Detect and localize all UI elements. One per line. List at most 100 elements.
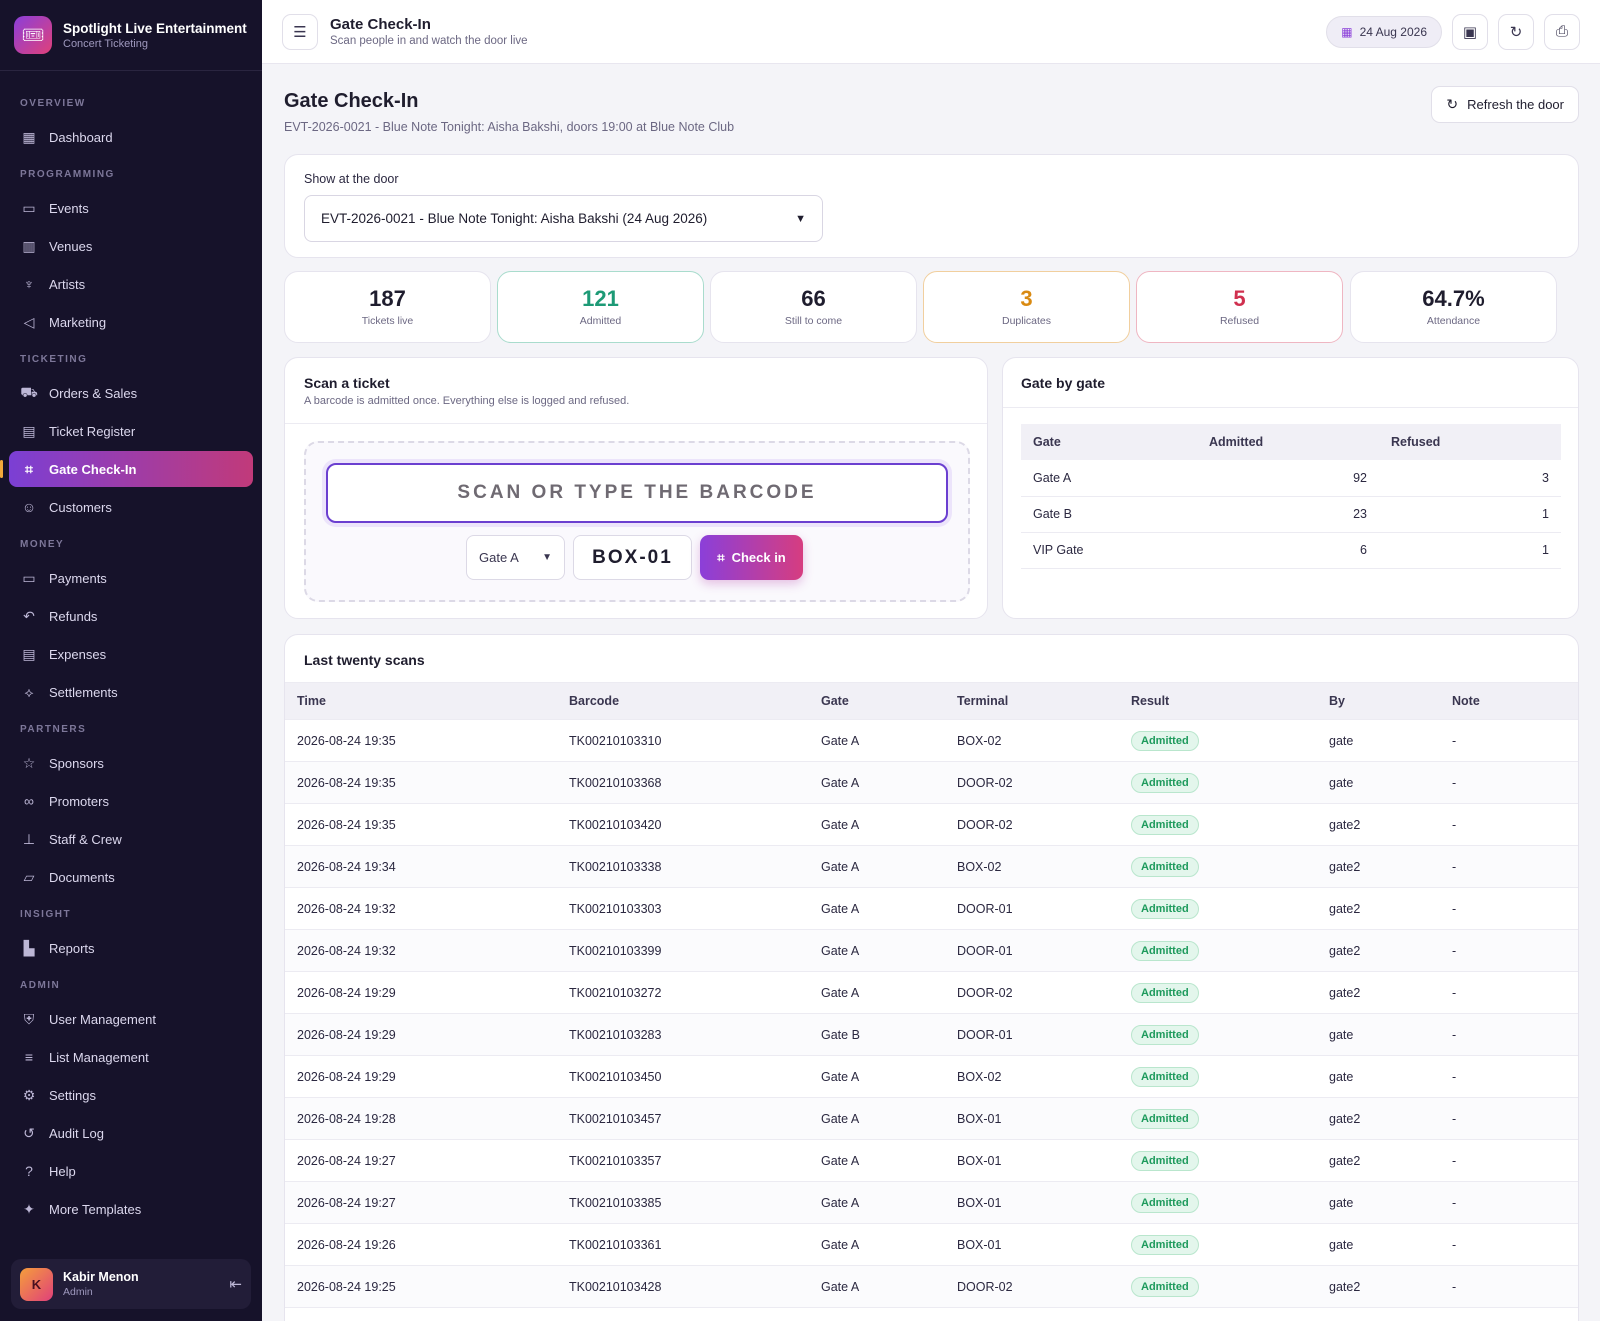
gate-select[interactable]: Gate A ▼ xyxy=(466,535,565,580)
sidebar-item-list-management[interactable]: ≡ List Management xyxy=(9,1039,253,1075)
sidebar-item-documents[interactable]: ▱ Documents xyxy=(9,859,253,895)
scan-icon: ⌗ xyxy=(25,460,33,477)
column-header-gate: Gate xyxy=(809,682,945,720)
scan-cell-time: 2026-08-24 19:35 xyxy=(285,761,557,804)
sidebar-item-settlements[interactable]: ⟡ Settlements xyxy=(9,674,253,710)
scan-cell-terminal: BOX-01 xyxy=(945,1181,1119,1224)
stat-caption: Duplicates xyxy=(1001,315,1052,327)
sidebar-item-staff-crew[interactable]: ⊥ Staff & Crew xyxy=(9,821,253,857)
scan-cell-barcode: TK00210103428 xyxy=(557,1265,809,1308)
scan-cell-note: - xyxy=(1440,803,1578,846)
menu-toggle-button[interactable]: ☰ xyxy=(282,13,318,50)
sidebar-item-events[interactable]: ▭ Events xyxy=(9,190,253,226)
table-row: 2026-08-24 19:29 TK00210103450 Gate A BOX-0… xyxy=(285,1055,1578,1098)
scan-cell-time: 2026-08-24 19:27 xyxy=(285,1139,557,1182)
sidebar-item-more-templates[interactable]: ✦ More Templates xyxy=(9,1191,253,1227)
table-row: 2026-08-24 19:35 TK00210103368 Gate A DOOR-… xyxy=(285,761,1578,804)
barcode-input[interactable]: SCAN OR TYPE THE BARCODE xyxy=(326,463,948,523)
scan-cell-by: gate xyxy=(1317,761,1440,804)
sidebar-item-reports[interactable]: ▙ Reports xyxy=(9,930,253,966)
event-select[interactable]: EVT-2026-0021 - Blue Note Tonight: Aisha… xyxy=(304,195,823,242)
topbar: ☰ Gate Check-In Scan people in and watch… xyxy=(262,0,1600,64)
scan-cell-time: 2026-08-24 19:26 xyxy=(285,1223,557,1266)
scan-cell-result: Admitted xyxy=(1119,971,1317,1014)
sidebar-item-refunds[interactable]: ↶ Refunds xyxy=(9,598,253,634)
scan-cell-terminal: DOOR-01 xyxy=(945,1013,1119,1056)
date-pill[interactable]: ▦ 24 Aug 2026 xyxy=(1326,15,1442,48)
nav-section-title: PARTNERS xyxy=(20,724,87,735)
stat-card-admitted: 121 Admitted xyxy=(497,271,704,343)
scan-cell-result: Admitted xyxy=(1119,1055,1317,1098)
table-row: 2026-08-24 19:32 TK00210103399 Gate A DOOR-… xyxy=(285,929,1578,972)
scan-cell-gate: Gate A xyxy=(809,1097,945,1140)
scan-cell-by: gate xyxy=(1317,1013,1440,1056)
sidebar-item-label: Payments xyxy=(49,570,107,586)
status-badge: Admitted xyxy=(1131,730,1199,751)
scan-cell-barcode: TK00210103399 xyxy=(557,929,809,972)
table-row: Gate B 23 1 xyxy=(1021,496,1561,533)
stat-caption: Attendance xyxy=(1426,315,1481,327)
refresh-door-label: Refresh the door xyxy=(1467,97,1564,112)
sidebar-item-expenses[interactable]: ▤ Expenses xyxy=(9,636,253,672)
scan-cell-time: 2026-08-24 19:32 xyxy=(285,887,557,930)
sidebar-item-label: Documents xyxy=(49,869,115,885)
sidebar-item-ticket-register[interactable]: ▤ Ticket Register xyxy=(9,413,253,449)
scan-cell-gate: Gate A xyxy=(809,929,945,972)
calendar-icon: ▦ xyxy=(1341,24,1353,39)
sidebar-item-sponsors[interactable]: ☆ Sponsors xyxy=(9,745,253,781)
scan-cell-note: - xyxy=(1440,1055,1578,1098)
nav-section-title: MONEY xyxy=(20,539,65,550)
sidebar-item-artists[interactable]: ♆ Artists xyxy=(9,266,253,302)
user-card[interactable]: K Kabir Menon Admin ⇤ xyxy=(11,1259,251,1309)
logout-icon[interactable]: ⇤ xyxy=(229,1276,242,1293)
check-in-button[interactable]: ⌗ Check in xyxy=(700,535,803,580)
brand[interactable]: 🎟 Spotlight Live Entertainment Concert T… xyxy=(0,0,262,71)
sidebar-item-user-management[interactable]: ⛨ User Management xyxy=(9,1001,253,1037)
handshake-icon: ⟡ xyxy=(24,683,34,700)
scan-cell-terminal: DOOR-01 xyxy=(945,929,1119,972)
scan-cell-note: - xyxy=(1440,1181,1578,1224)
sidebar-item-audit-log[interactable]: ↺ Audit Log xyxy=(9,1115,253,1151)
sidebar-item-dashboard[interactable]: ▦ Dashboard xyxy=(9,119,253,155)
nav-section-title: ADMIN xyxy=(20,980,61,991)
scan-cell-result: Admitted xyxy=(1119,1097,1317,1140)
print-button[interactable]: ⎙ xyxy=(1544,13,1580,50)
sidebar-item-settings[interactable]: ⚙ Settings xyxy=(9,1077,253,1113)
sidebar-item-gate-check-in[interactable]: ⌗ Gate Check-In xyxy=(0,451,253,487)
sidebar-item-customers[interactable]: ☺ Customers xyxy=(9,489,253,525)
scan-cell-barcode: TK00210103450 xyxy=(557,1055,809,1098)
sidebar-item-label: Help xyxy=(49,1163,76,1179)
column-header-result: Result xyxy=(1119,682,1317,720)
scan-cell-by: gate xyxy=(1317,1055,1440,1098)
scan-cell-barcode: TK00210103385 xyxy=(557,1181,809,1224)
refresh-door-button[interactable]: ↻ Refresh the door xyxy=(1431,86,1579,123)
scan-cell-barcode: TK00210103303 xyxy=(557,887,809,930)
stat-value: 121 xyxy=(582,286,619,311)
sidebar-item-marketing[interactable]: ◁ Marketing xyxy=(9,304,253,340)
status-badge: Admitted xyxy=(1131,1150,1199,1171)
avatar: K xyxy=(20,1267,53,1301)
stat-value: 3 xyxy=(1020,286,1033,311)
column-header-by: By xyxy=(1317,682,1440,720)
table-row: 2026-08-24 19:29 TK00210103272 Gate A DOOR-… xyxy=(285,971,1578,1014)
scan-cell-terminal: BOX-02 xyxy=(945,719,1119,762)
scan-cell-barcode: TK00210103361 xyxy=(557,1223,809,1266)
scan-cell-time: 2026-08-24 19:35 xyxy=(285,719,557,762)
sidebar-item-venues[interactable]: ▥ Venues xyxy=(9,228,253,264)
sidebar-item-promoters[interactable]: ∞ Promoters xyxy=(9,783,253,819)
terminal-input[interactable]: BOX-01 xyxy=(573,535,692,580)
sidebar-item-label: Customers xyxy=(49,499,112,515)
gate-refused-cell: 3 xyxy=(1379,460,1561,497)
sidebar-item-payments[interactable]: ▭ Payments xyxy=(9,560,253,596)
sidebar-item-label: Settlements xyxy=(49,684,118,700)
brand-name: Spotlight Live Entertainment xyxy=(63,20,247,36)
scan-cell-by: gate2 xyxy=(1317,971,1440,1014)
reload-button[interactable]: ↻ xyxy=(1498,13,1534,50)
table-row: 2026-08-24 19:35 TK00210103420 Gate A DOOR-… xyxy=(285,803,1578,846)
user-name: Kabir Menon xyxy=(63,1270,139,1284)
scan-cell-by: gate2 xyxy=(1317,929,1440,972)
sidebar-item-orders-sales[interactable]: ⛟ Orders & Sales xyxy=(9,375,253,411)
qr-code-button[interactable]: ▣ xyxy=(1452,13,1488,50)
sidebar-item-help[interactable]: ? Help xyxy=(9,1153,253,1189)
column-header-note: Note xyxy=(1440,682,1578,720)
